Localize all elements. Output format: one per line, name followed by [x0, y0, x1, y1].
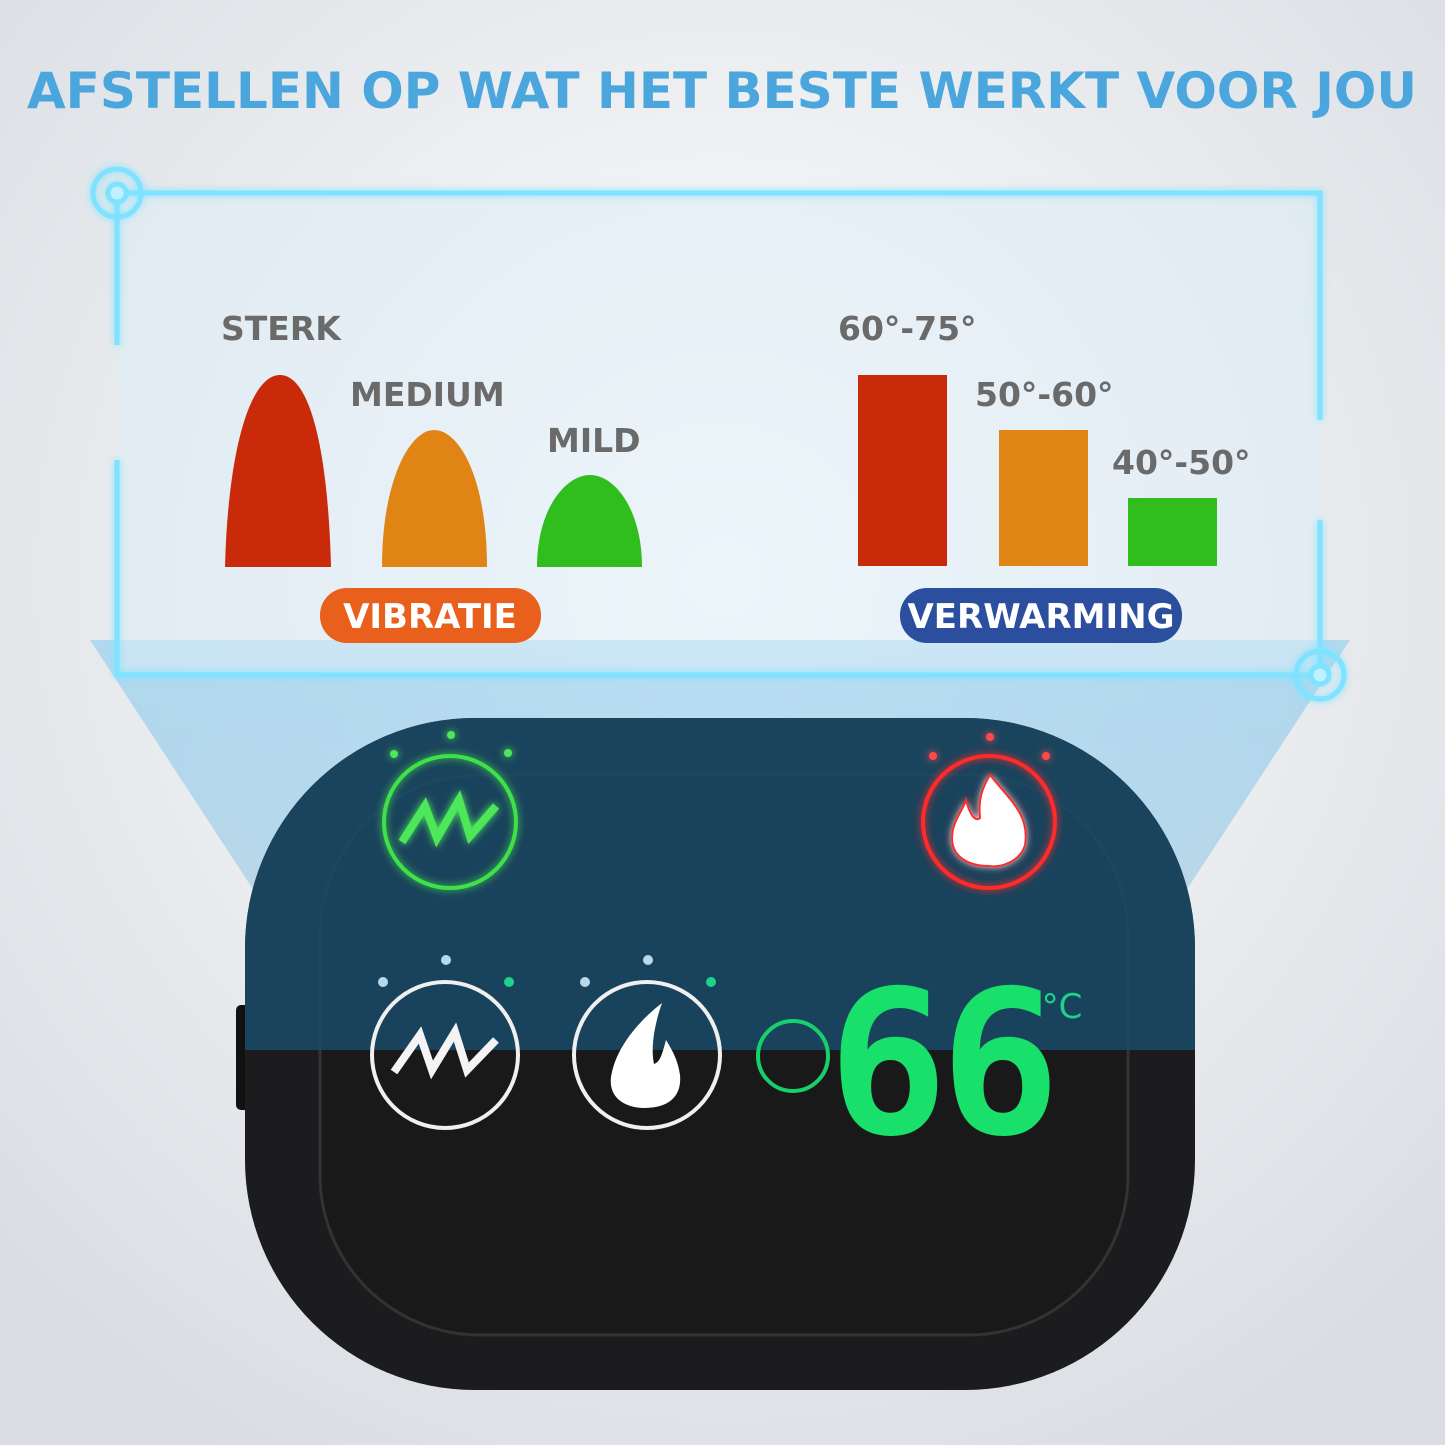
verwarming-label: VERWARMING	[907, 597, 1174, 637]
level-bump-mild	[537, 475, 642, 567]
level-bump-medium	[382, 430, 487, 567]
flame-icon	[610, 1003, 681, 1108]
vibratie-label: VIBRATIE	[343, 597, 517, 637]
power-ring[interactable]	[756, 1019, 830, 1093]
level-label-medium: MEDIUM	[350, 375, 505, 414]
vibration-icon	[398, 790, 500, 848]
heating-button[interactable]	[572, 955, 722, 1130]
level-label-medium: 50°-60°	[975, 375, 1114, 414]
heating-levels: 60°-75° 50°-60° 40°-50°	[838, 309, 1251, 566]
vibration-icon	[390, 1022, 499, 1080]
device: 66 °C	[236, 718, 1195, 1390]
level-label-sterk: STERK	[221, 309, 342, 348]
level-bar-high	[858, 375, 947, 566]
temperature-unit: °C	[1042, 987, 1083, 1027]
level-bar-medium	[999, 430, 1088, 566]
temperature-readout: 66	[828, 948, 1053, 1181]
vibratie-pill: VIBRATIE	[320, 588, 541, 643]
vibration-indicator	[382, 731, 518, 890]
level-label-mild: MILD	[547, 421, 641, 460]
level-label-high: 60°-75°	[838, 309, 977, 348]
vibration-levels: STERK MEDIUM MILD	[221, 309, 642, 567]
heating-indicator	[921, 733, 1057, 890]
level-label-low: 40°-50°	[1112, 443, 1251, 482]
level-bar-low	[1128, 498, 1217, 566]
headline: AFSTELLEN OP WAT HET BESTE WERKT VOOR JO…	[27, 62, 1417, 120]
flame-icon	[950, 773, 1027, 868]
panel-frame	[90, 166, 1347, 702]
verwarming-pill: VERWARMING	[900, 588, 1182, 643]
level-bump-sterk	[225, 375, 331, 567]
vibration-button[interactable]	[370, 955, 520, 1130]
